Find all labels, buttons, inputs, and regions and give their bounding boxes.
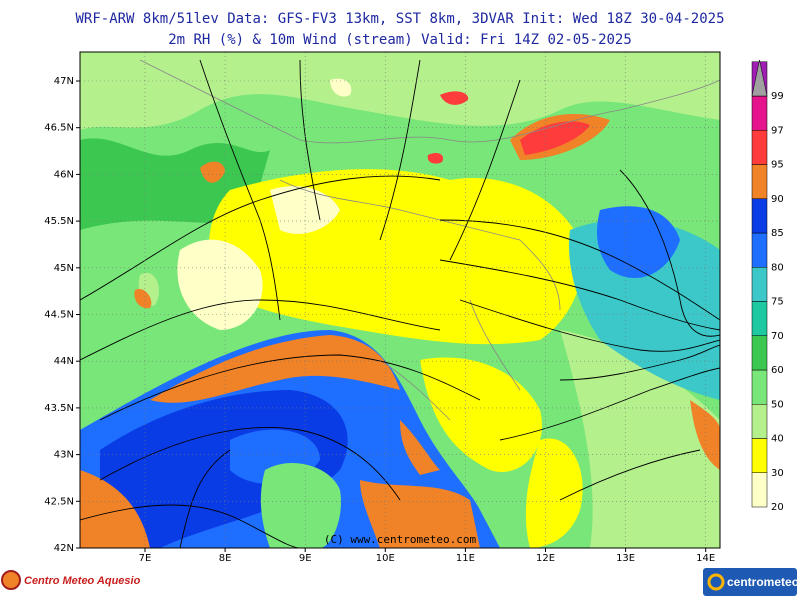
lon-label: 7E [139, 553, 152, 564]
lat-label: 45N [54, 263, 74, 274]
legend-label: 85 [771, 228, 784, 239]
legend-over-arrow [751, 59, 768, 97]
lon-label: 12E [536, 553, 555, 564]
legend-label: 70 [771, 331, 784, 342]
lat-label: 44N [54, 356, 74, 367]
legend-swatch [751, 164, 768, 199]
legend-label: 97 [771, 125, 784, 136]
legend-label: 80 [771, 262, 784, 273]
graticule: 47N 46.5N 46N 45.5N 45N 44.5N 44N 43.5N 43N 42.5N… [44, 52, 720, 564]
color-legend: 20 30 40 50 60 70 75 80 85 90 95 97 99 [751, 59, 784, 513]
lon-label: 8E [219, 553, 232, 564]
title: WRF-ARW 8km/51lev Data: GFS-FV3 13km, SS… [75, 11, 724, 27]
lat-label: 47N [54, 76, 74, 87]
lon-label: 13E [616, 553, 635, 564]
legend-swatch [751, 335, 768, 371]
map-field [80, 52, 720, 548]
lon-label: 11E [456, 553, 475, 564]
lat-label: 43N [54, 450, 74, 461]
lat-label: 42N [54, 543, 74, 554]
legend-label: 60 [771, 365, 784, 376]
lon-label: 10E [376, 553, 395, 564]
legend-swatch [751, 232, 768, 268]
subtitle: 2m RH (%) & 10m Wind (stream) Valid: Fri… [168, 32, 632, 48]
legend-swatch [751, 95, 768, 131]
lon-label: 9E [299, 553, 312, 564]
legend-label: 50 [771, 399, 784, 410]
legend-label: 40 [771, 434, 784, 445]
right-logo: centrometeo [703, 568, 799, 596]
legend-label: 20 [771, 502, 784, 513]
lon-label: 14E [696, 553, 715, 564]
legend-label: 75 [771, 297, 784, 308]
legend-swatch [751, 301, 768, 336]
left-logo-text: Centro Meteo Aquesio [24, 575, 141, 587]
lat-label: 46.5N [44, 123, 74, 134]
legend-swatch [751, 198, 768, 234]
legend-swatch [751, 130, 768, 165]
legend-swatch [751, 404, 768, 439]
legend-swatch [751, 267, 768, 302]
legend-label: 99 [771, 91, 784, 102]
legend-label: 90 [771, 194, 784, 205]
map-frame [79, 51, 721, 549]
lat-label: 42.5N [44, 496, 74, 507]
legend-label: 30 [771, 468, 784, 479]
watermark: (C) www.centrometeo.com [324, 533, 477, 546]
lat-label: 45.5N [44, 216, 74, 227]
lat-label: 44.5N [44, 310, 74, 321]
lat-label: 46N [54, 169, 74, 180]
legend-swatch [751, 369, 768, 405]
lat-label: 43.5N [44, 403, 74, 414]
legend-label: 95 [771, 160, 784, 171]
right-logo-text: centrometeo [727, 575, 799, 589]
legend-swatch [751, 438, 768, 473]
left-logo: Centro Meteo Aquesio [1, 570, 141, 590]
legend-swatch [751, 472, 768, 508]
